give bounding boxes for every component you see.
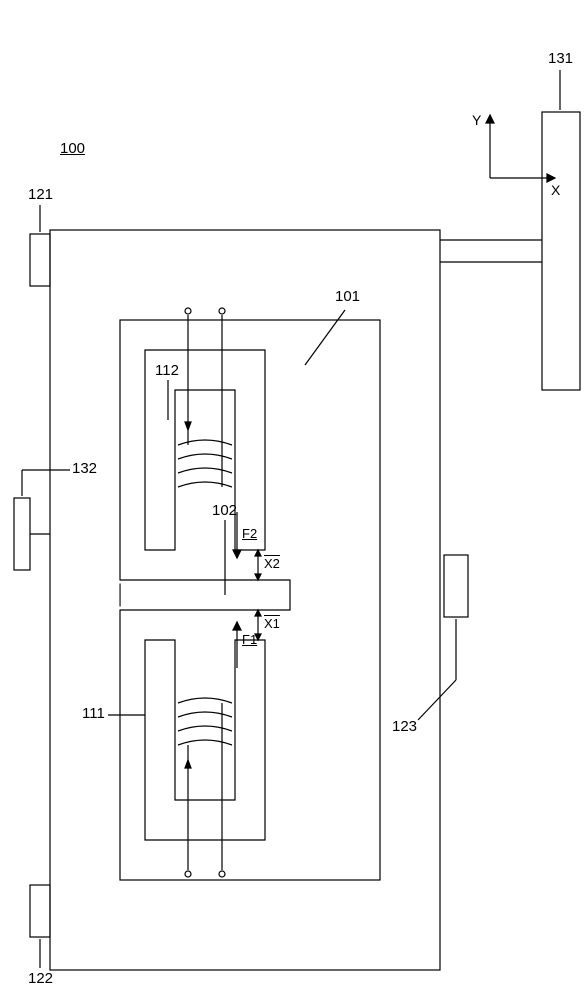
gap-finger <box>120 580 290 610</box>
label-123: 123 <box>392 718 417 735</box>
label-131: 131 <box>548 50 573 67</box>
label-111: 111 <box>82 705 105 722</box>
axes <box>486 115 555 182</box>
label-axis-x: X <box>551 182 560 198</box>
inner-body <box>120 320 380 880</box>
force-f1 <box>233 622 241 668</box>
label-x1: X1 <box>264 616 280 631</box>
label-x2: X2 <box>264 556 280 571</box>
label-112: 112 <box>155 362 179 379</box>
coil-right <box>178 308 232 487</box>
label-axis-y: Y <box>472 112 481 128</box>
core-right <box>145 350 265 550</box>
diagram-container <box>0 0 588 1000</box>
outer-body <box>50 230 440 970</box>
label-101: 101 <box>335 288 360 305</box>
label-100: 100 <box>60 140 85 157</box>
coil-left <box>178 698 232 877</box>
finger-mask <box>118 582 124 608</box>
label-f2: F2 <box>242 526 257 541</box>
diagram-svg <box>0 0 588 1000</box>
label-102: 102 <box>212 502 237 519</box>
block-131 <box>542 112 580 390</box>
leader-101 <box>305 310 345 365</box>
block-121 <box>30 234 50 286</box>
label-f1: F1 <box>242 632 257 647</box>
block-122 <box>30 885 50 937</box>
label-122: 122 <box>28 970 53 987</box>
label-121: 121 <box>28 186 53 203</box>
label-132: 132 <box>72 460 97 477</box>
gap-x2 <box>255 550 261 580</box>
block-123 <box>444 555 468 617</box>
leader-123b <box>418 680 456 720</box>
block-132 <box>14 498 30 570</box>
